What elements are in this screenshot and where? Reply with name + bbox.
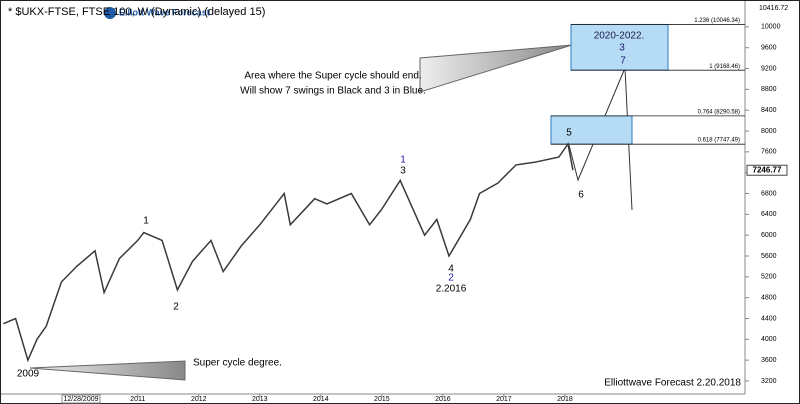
- axes: 3200360040004400480052005600600064006800…: [61, 5, 788, 404]
- x-cursor-label: 12/28/2009: [63, 396, 98, 403]
- annotation: 3: [400, 166, 406, 177]
- callout-triangle: [419, 44, 573, 93]
- x-tick-label: 2013: [252, 396, 268, 403]
- y-tick-label: 3200: [761, 378, 777, 385]
- target-box: [550, 115, 633, 145]
- annotation: 6: [578, 190, 584, 201]
- annotation: 5: [566, 128, 572, 139]
- logo: Elliott Wave Forecast: [104, 7, 210, 19]
- x-tick-label: 2018: [557, 396, 573, 403]
- y-tick-label: 6800: [761, 190, 777, 197]
- x-cursor-box: [61, 394, 101, 404]
- y-tick-label: 4000: [761, 336, 777, 343]
- y-tick-label: 4800: [761, 295, 777, 302]
- annotation: 3: [619, 43, 625, 54]
- annotation: 7: [620, 56, 626, 67]
- y-top-label: 10416.72: [759, 5, 788, 12]
- annotation: 1: [400, 155, 406, 166]
- y-tick-label: 9200: [761, 65, 777, 72]
- y-tick-label: 8400: [761, 107, 777, 114]
- x-tick-label: 2017: [496, 396, 512, 403]
- y-tick-label: 6000: [761, 232, 777, 239]
- x-tick-label: 2016: [435, 396, 451, 403]
- fib-label: 0.618 (7747.49): [698, 138, 740, 144]
- annotation: Will show 7 swings in Black and 3 in Blu…: [240, 86, 426, 97]
- annotation: 2: [173, 302, 179, 313]
- annotation: Elliottwave Forecast 2.20.2018: [604, 378, 741, 389]
- y-tick-label: 7600: [761, 149, 777, 156]
- x-tick-label: 2011: [130, 396, 145, 403]
- y-tick-label: 9600: [761, 45, 777, 52]
- x-tick-label: 2012: [191, 396, 207, 403]
- annotation: Super cycle degree.: [193, 358, 282, 369]
- y-tick-label: 10000: [761, 24, 781, 31]
- last-price: 7246.77: [753, 165, 782, 174]
- y-tick-label: 4400: [761, 315, 777, 322]
- annotation: 2.2016: [436, 284, 467, 295]
- fib-label: 0.764 (8290.58): [698, 109, 740, 115]
- annotation: 2009: [17, 369, 40, 380]
- y-tick-label: 6400: [761, 211, 777, 218]
- chart-title: * $UKX-FTSE, FTSE 100, W (Dynamic) (dela…: [8, 6, 265, 18]
- price-line: [3, 142, 574, 363]
- fib-label: 1.236 (10046.34): [694, 18, 740, 24]
- y-tick-label: 8000: [761, 128, 777, 135]
- last-price-box: [746, 164, 788, 176]
- annotation: 4: [448, 264, 454, 275]
- logo-icon: [104, 7, 116, 19]
- annotation: 2: [448, 273, 454, 284]
- x-tick-label: 2015: [374, 396, 390, 403]
- annotation: 2020-2022.: [594, 31, 645, 42]
- annotation: Area where the Super cycle should end.: [244, 71, 421, 82]
- annotation: 1: [143, 216, 149, 227]
- fib-label: 1 (9168.46): [709, 64, 740, 70]
- y-tick-label: 3600: [761, 357, 777, 364]
- y-tick-label: 5600: [761, 253, 777, 260]
- y-tick-label: 8800: [761, 86, 777, 93]
- logo-text: Elliott Wave Forecast: [119, 7, 210, 17]
- callout-triangle: [29, 360, 186, 381]
- x-tick-label: 2014: [313, 396, 329, 403]
- y-tick-label: 5200: [761, 274, 777, 281]
